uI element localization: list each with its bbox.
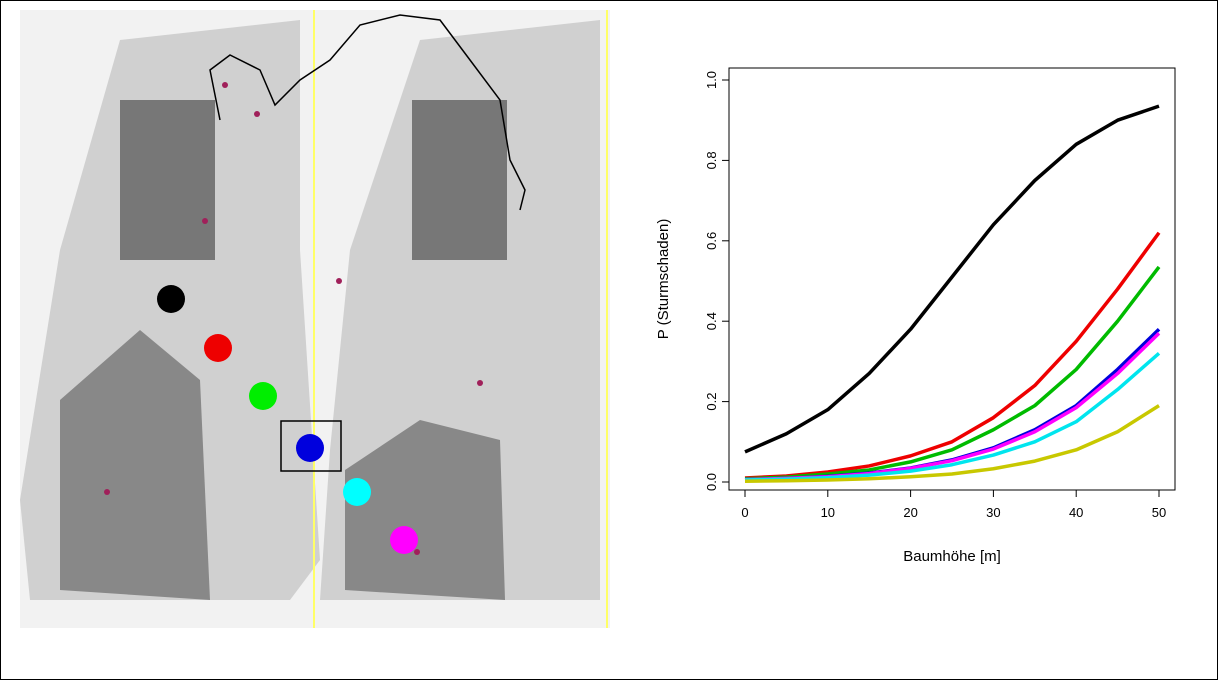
- x-tick-label: 20: [903, 505, 917, 520]
- y-tick-label: 0.0: [704, 473, 719, 491]
- map-dark: [120, 100, 215, 260]
- y-tick-label: 0.6: [704, 232, 719, 250]
- map-dark: [412, 100, 507, 260]
- site: [296, 434, 324, 462]
- site: [249, 382, 277, 410]
- site: [204, 334, 232, 362]
- map: [20, 10, 610, 628]
- screen: Baumhöhe [m] P (Sturmschaden) 0 10 20 30 40 5…: [0, 0, 1218, 680]
- x-tick-label: 30: [986, 505, 1000, 520]
- y-axis-label: P (Sturmschaden): [655, 219, 672, 340]
- site: [343, 478, 371, 506]
- x-tick-label: 40: [1069, 505, 1083, 520]
- site: [157, 285, 185, 313]
- x-tick-label: 10: [821, 505, 835, 520]
- y-tick-label: 0.4: [704, 312, 719, 330]
- x-tick-label: 50: [1152, 505, 1166, 520]
- x-axis-label: Baumhöhe [m]: [903, 548, 1001, 565]
- x-tick-label: 0: [741, 505, 748, 520]
- site: [390, 526, 418, 554]
- y-tick-label: 0.2: [704, 393, 719, 411]
- y-tick-label: 0.8: [704, 151, 719, 169]
- y-tick-label: 1.0: [704, 71, 719, 89]
